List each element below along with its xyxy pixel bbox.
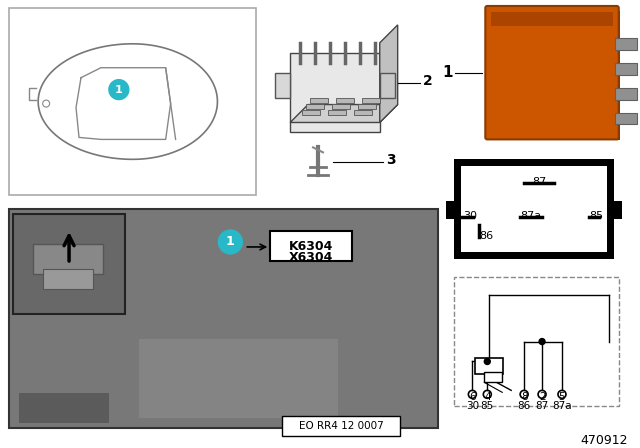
Text: X6304: X6304: [289, 251, 333, 264]
Bar: [614, 201, 621, 219]
Bar: [484, 372, 502, 383]
Text: 8: 8: [521, 392, 527, 402]
Text: 87: 87: [536, 401, 548, 411]
Bar: [615, 63, 637, 75]
Polygon shape: [290, 104, 397, 122]
Text: 1: 1: [442, 65, 452, 80]
Text: 30: 30: [466, 401, 479, 411]
Text: 4: 4: [484, 392, 491, 402]
Text: EO RR4 12 0007: EO RR4 12 0007: [298, 421, 383, 431]
Bar: [358, 103, 376, 108]
Bar: [454, 159, 614, 259]
Bar: [10, 8, 256, 195]
Text: 87a: 87a: [552, 401, 572, 411]
Circle shape: [484, 358, 490, 365]
Bar: [275, 73, 290, 98]
Text: 85: 85: [481, 401, 494, 411]
Text: 87: 87: [532, 177, 546, 187]
Bar: [447, 201, 454, 219]
Text: 6: 6: [469, 392, 476, 402]
Text: 87a: 87a: [520, 211, 541, 221]
Circle shape: [218, 230, 243, 254]
Bar: [306, 103, 324, 108]
Text: 2: 2: [539, 392, 545, 402]
Bar: [615, 38, 637, 50]
Bar: [354, 110, 372, 115]
Bar: [328, 110, 346, 115]
Bar: [615, 88, 637, 99]
Text: 30: 30: [463, 211, 477, 221]
Text: 5: 5: [559, 392, 565, 402]
Bar: [270, 231, 352, 261]
Bar: [33, 244, 103, 274]
Bar: [615, 112, 637, 125]
Bar: [282, 416, 399, 436]
Bar: [490, 11, 620, 140]
Bar: [461, 166, 607, 252]
Circle shape: [109, 80, 129, 99]
Text: 86: 86: [479, 231, 493, 241]
Bar: [336, 98, 354, 103]
Text: 3: 3: [386, 153, 396, 167]
Text: 1: 1: [226, 236, 235, 249]
Text: K6304: K6304: [289, 241, 333, 254]
Bar: [310, 98, 328, 103]
Bar: [10, 209, 438, 428]
Bar: [492, 12, 612, 26]
Bar: [13, 214, 125, 314]
FancyBboxPatch shape: [485, 6, 619, 139]
Bar: [380, 73, 395, 98]
Bar: [139, 339, 338, 418]
Bar: [332, 103, 350, 108]
Text: 85: 85: [589, 211, 603, 221]
Text: 470912: 470912: [580, 434, 628, 447]
Bar: [302, 110, 320, 115]
Bar: [454, 277, 619, 406]
Polygon shape: [380, 25, 397, 122]
Bar: [362, 98, 380, 103]
Bar: [19, 393, 109, 423]
Text: 1: 1: [115, 85, 123, 95]
Text: 2: 2: [422, 73, 432, 88]
Bar: [290, 53, 380, 133]
Bar: [43, 269, 93, 289]
Bar: [476, 358, 503, 375]
Circle shape: [539, 339, 545, 345]
Text: 86: 86: [518, 401, 531, 411]
